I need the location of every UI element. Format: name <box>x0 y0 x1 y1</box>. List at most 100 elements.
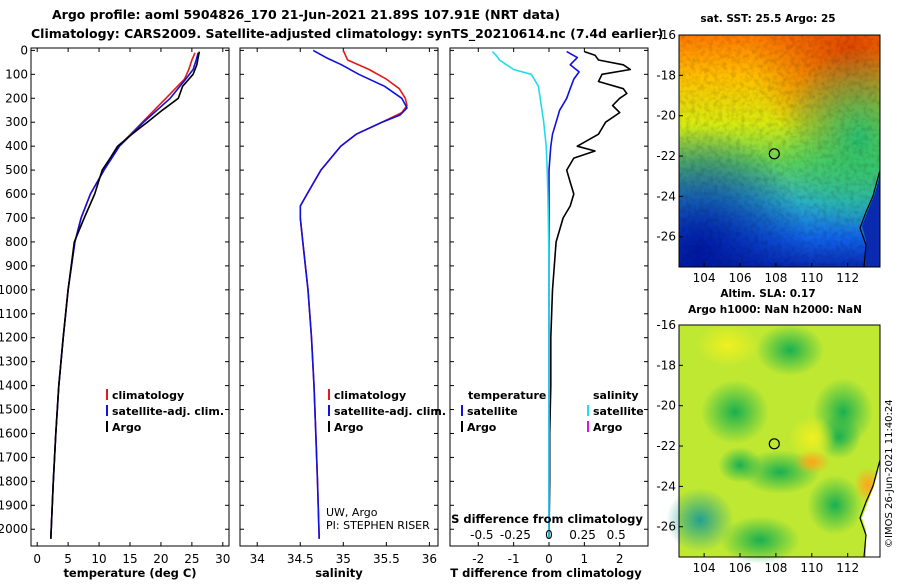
sla-map-frame <box>678 324 881 558</box>
sst-heatmap <box>679 35 881 268</box>
y-tick-label: 0 <box>20 43 28 57</box>
x-tick-label: 5 <box>64 552 72 566</box>
lat-tick-label: -18 <box>656 358 676 372</box>
lon-tick-label: 112 <box>836 561 859 575</box>
lat-tick-label: -20 <box>656 109 676 123</box>
y-tick-label: 800 <box>5 235 28 249</box>
sla-high-feature <box>696 323 760 367</box>
x-tick-label: 34 <box>250 552 265 566</box>
coastline <box>859 459 881 558</box>
sla-low-feature <box>720 516 800 564</box>
lat-tick-label: -22 <box>656 439 676 453</box>
y-tick-label: 700 <box>5 211 28 225</box>
sla-low-feature <box>718 447 762 483</box>
legend-temperature-header: temperature <box>468 389 546 402</box>
y-tick-label: 600 <box>5 187 28 201</box>
lat-tick-label: -20 <box>656 399 676 413</box>
series-line-argo <box>50 51 201 539</box>
y-tick-label: 100 <box>5 67 28 81</box>
y-tick-label: 1600 <box>0 426 28 440</box>
lon-tick-label: 110 <box>800 561 823 575</box>
difference-legend: temperature salinity satellite Argo sate… <box>461 389 644 434</box>
argo-position-marker <box>768 148 780 160</box>
lon-tick-label: 104 <box>693 561 716 575</box>
pi-note: PI: STEPHEN RISER <box>326 519 430 532</box>
legend-s-argo-label: Argo <box>593 421 623 434</box>
coastal-water <box>862 172 880 267</box>
x2-tick-label: 0.25 <box>569 528 596 542</box>
temperature-xlabel: temperature (deg C) <box>63 566 196 580</box>
difference-x2label: S difference from climatology <box>451 512 643 526</box>
legend-s-satellite-label: satellite <box>593 405 644 418</box>
y-tick-label: 1300 <box>0 355 28 369</box>
salinity-xlabel: salinity <box>315 566 363 580</box>
sst-map-panel: sat. SST: 25.5 Argo: 25 -16 -18 -20 -22 -24 -… <box>656 13 881 285</box>
lat-tick-label: -16 <box>656 318 676 332</box>
sst-texture <box>679 35 880 267</box>
x2-tick-label: 0.5 <box>607 528 626 542</box>
x-tick-label: 20 <box>153 552 168 566</box>
lat-tick-label: -26 <box>656 230 676 244</box>
y-tick-label: 1200 <box>0 331 28 345</box>
land-mask <box>862 462 880 557</box>
figure-title-line2: Climatology: CARS2009. Satellite-adjuste… <box>31 26 663 42</box>
legend-satellite-label: satellite-adj. clim. <box>334 405 446 418</box>
temperature-axes-frame <box>30 47 230 547</box>
y-tick-label: 2000 <box>0 522 28 536</box>
x-tick-label: 36 <box>422 552 437 566</box>
sla-high-feature <box>794 450 830 474</box>
lon-tick-label: 108 <box>764 561 787 575</box>
y-tick-label: 1400 <box>0 379 28 393</box>
x2-tick-label: -0.25 <box>500 528 531 542</box>
lat-tick-label: -22 <box>656 149 676 163</box>
lon-tick-label: 106 <box>729 271 752 285</box>
legend-satellite-label: satellite-adj. clim. <box>112 405 224 418</box>
difference-xlabel: T difference from climatology <box>450 566 642 580</box>
coastline <box>859 169 881 268</box>
salinity-panel: 34 34.5 35 35.5 36 salinity climatology sate… <box>239 47 446 580</box>
legend-salinity-header: salinity <box>593 389 639 402</box>
legend-t-satellite-label: satellite <box>467 405 518 418</box>
salinity-axes-frame <box>239 47 439 547</box>
legend-t-argo-label: Argo <box>467 421 497 434</box>
x-tick-label: 0 <box>33 552 41 566</box>
legend-climatology-label: climatology <box>112 389 184 402</box>
x-tick-label: 30 <box>215 552 230 566</box>
sla-map-title: Altim. SLA: 0.17 <box>720 288 815 300</box>
sla-map-panel: Altim. SLA: 0.17 Argo h1000: NaN h2000: … <box>656 288 882 575</box>
imos-timestamp: ©IMOS 26-Jun-2021 11:40:24 <box>884 399 895 548</box>
x-tick-label: 35.5 <box>373 552 400 566</box>
lat-tick-label: -24 <box>656 479 676 493</box>
lon-tick-label: 104 <box>693 271 716 285</box>
sla-map-subtitle: Argo h1000: NaN h2000: NaN <box>688 304 862 316</box>
lat-tick-label: -16 <box>656 28 676 42</box>
x-tick-label: 15 <box>122 552 137 566</box>
y-tick-label: 1500 <box>0 403 28 417</box>
lon-tick-label: 110 <box>800 271 823 285</box>
x-tick-label: 0 <box>545 552 553 566</box>
x-tick-label: 35 <box>336 552 351 566</box>
x-tick-label: 1 <box>581 552 589 566</box>
x-tick-label: 10 <box>91 552 106 566</box>
y-tick-label: 1800 <box>0 474 28 488</box>
argo-position-marker <box>768 438 780 450</box>
y-tick-label: 300 <box>5 115 28 129</box>
y-tick-label: 1000 <box>0 283 28 297</box>
sla-low-feature <box>701 380 769 444</box>
sst-map-title: sat. SST: 25.5 Argo: 25 <box>700 13 835 25</box>
series-line-t-argo <box>548 50 632 539</box>
y-tick-label: 900 <box>5 259 28 273</box>
legend-argo-label: Argo <box>334 421 364 434</box>
x-tick-label: 2 <box>616 552 624 566</box>
temperature-panel: 0100200300400500600700800900100011001200… <box>0 43 230 580</box>
x-tick-label: -1 <box>508 552 520 566</box>
y-tick-label: 1100 <box>0 307 28 321</box>
sla-heatmap <box>666 323 882 564</box>
y-tick-label: 200 <box>5 91 28 105</box>
sla-low-feature <box>756 324 824 376</box>
lat-tick-label: -26 <box>656 520 676 534</box>
legend-climatology-label: climatology <box>334 389 406 402</box>
temperature-legend: climatology satellite-adj. clim. Argo <box>106 389 224 434</box>
sst-map-frame <box>678 34 881 268</box>
